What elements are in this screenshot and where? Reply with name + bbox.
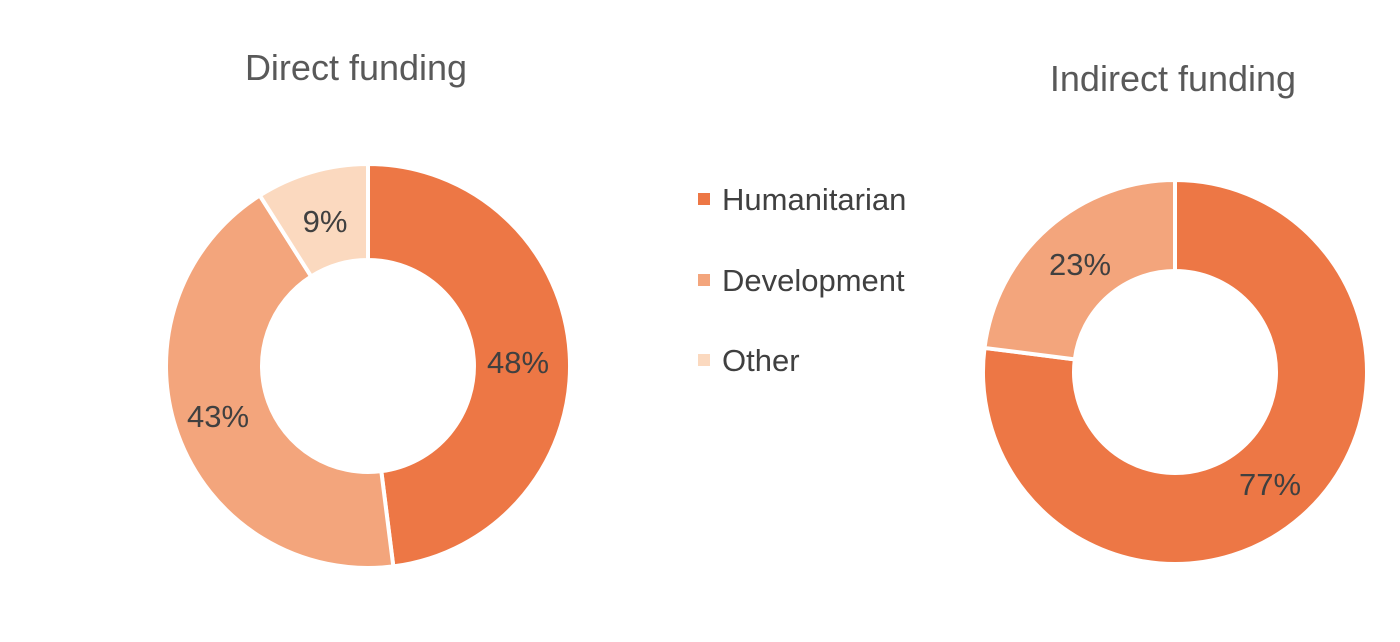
direct-other-label: 9% xyxy=(303,204,348,239)
legend-swatch-other xyxy=(698,354,710,366)
legend: Humanitarian Development Other xyxy=(698,182,906,378)
indirect-humanitarian-label: 77% xyxy=(1239,467,1301,502)
direct-slice-humanitarian xyxy=(366,161,573,569)
legend-swatch-development xyxy=(698,274,710,286)
direct-funding-slices xyxy=(164,161,573,570)
legend-item-other: Other xyxy=(698,343,800,378)
legend-item-development: Development xyxy=(698,263,905,298)
indirect-funding-chart: Indirect funding 77% 23% xyxy=(981,58,1369,566)
indirect-funding-slices xyxy=(981,177,1369,566)
direct-development-label: 43% xyxy=(187,399,249,434)
direct-slice-other xyxy=(256,161,370,280)
indirect-funding-title: Indirect funding xyxy=(1050,58,1296,99)
indirect-development-label: 23% xyxy=(1049,247,1111,282)
indirect-slice-humanitarian xyxy=(981,177,1369,566)
legend-label-humanitarian: Humanitarian xyxy=(722,182,906,217)
direct-funding-labels: 48% 43% 9% xyxy=(187,204,549,434)
indirect-slice-development xyxy=(982,177,1177,362)
indirect-funding-labels: 77% 23% xyxy=(1049,247,1301,502)
legend-swatch-humanitarian xyxy=(698,193,710,205)
direct-slice-development xyxy=(164,192,396,570)
direct-humanitarian-label: 48% xyxy=(487,345,549,380)
legend-item-humanitarian: Humanitarian xyxy=(698,182,906,217)
direct-funding-chart: Direct funding 48% 43% 9% xyxy=(164,47,573,570)
direct-funding-title: Direct funding xyxy=(245,47,467,88)
legend-label-other: Other xyxy=(722,343,800,378)
legend-label-development: Development xyxy=(722,263,905,298)
